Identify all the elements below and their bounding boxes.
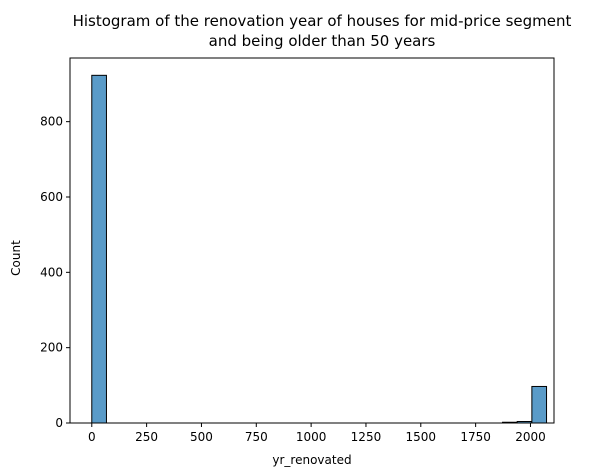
- x-tick-label-3: 750: [245, 430, 268, 444]
- x-tick-label-8: 2000: [515, 430, 546, 444]
- y-axis-label: Count: [9, 240, 23, 276]
- chart-title-line-2: and being older than 50 years: [209, 32, 436, 50]
- x-tick-label-1: 250: [135, 430, 158, 444]
- x-tick-label-4: 1000: [296, 430, 327, 444]
- x-tick-label-5: 1250: [351, 430, 382, 444]
- histogram-bar-3: [531, 385, 548, 424]
- y-tick-label-0: 0: [55, 416, 63, 430]
- y-tick-label-2: 400: [40, 265, 63, 279]
- plot-area: 0 250 500 750 1000 1250 1500 1750 2000 0 200 400 600…: [40, 57, 555, 444]
- y-tick-label-1: 200: [40, 341, 63, 355]
- plot-frame: [69, 57, 555, 424]
- x-tick-label-6: 1500: [406, 430, 437, 444]
- y-tick-label-4: 800: [40, 115, 63, 129]
- x-axis-label: yr_renovated: [272, 453, 351, 467]
- x-tick-label-0: 0: [88, 430, 96, 444]
- x-tick-label-2: 500: [190, 430, 213, 444]
- histogram-bar-0: [91, 74, 107, 424]
- chart-title-line-1: Histogram of the renovation year of hous…: [73, 12, 572, 30]
- x-tick-label-7: 1750: [460, 430, 491, 444]
- y-tick-label-3: 600: [40, 190, 63, 204]
